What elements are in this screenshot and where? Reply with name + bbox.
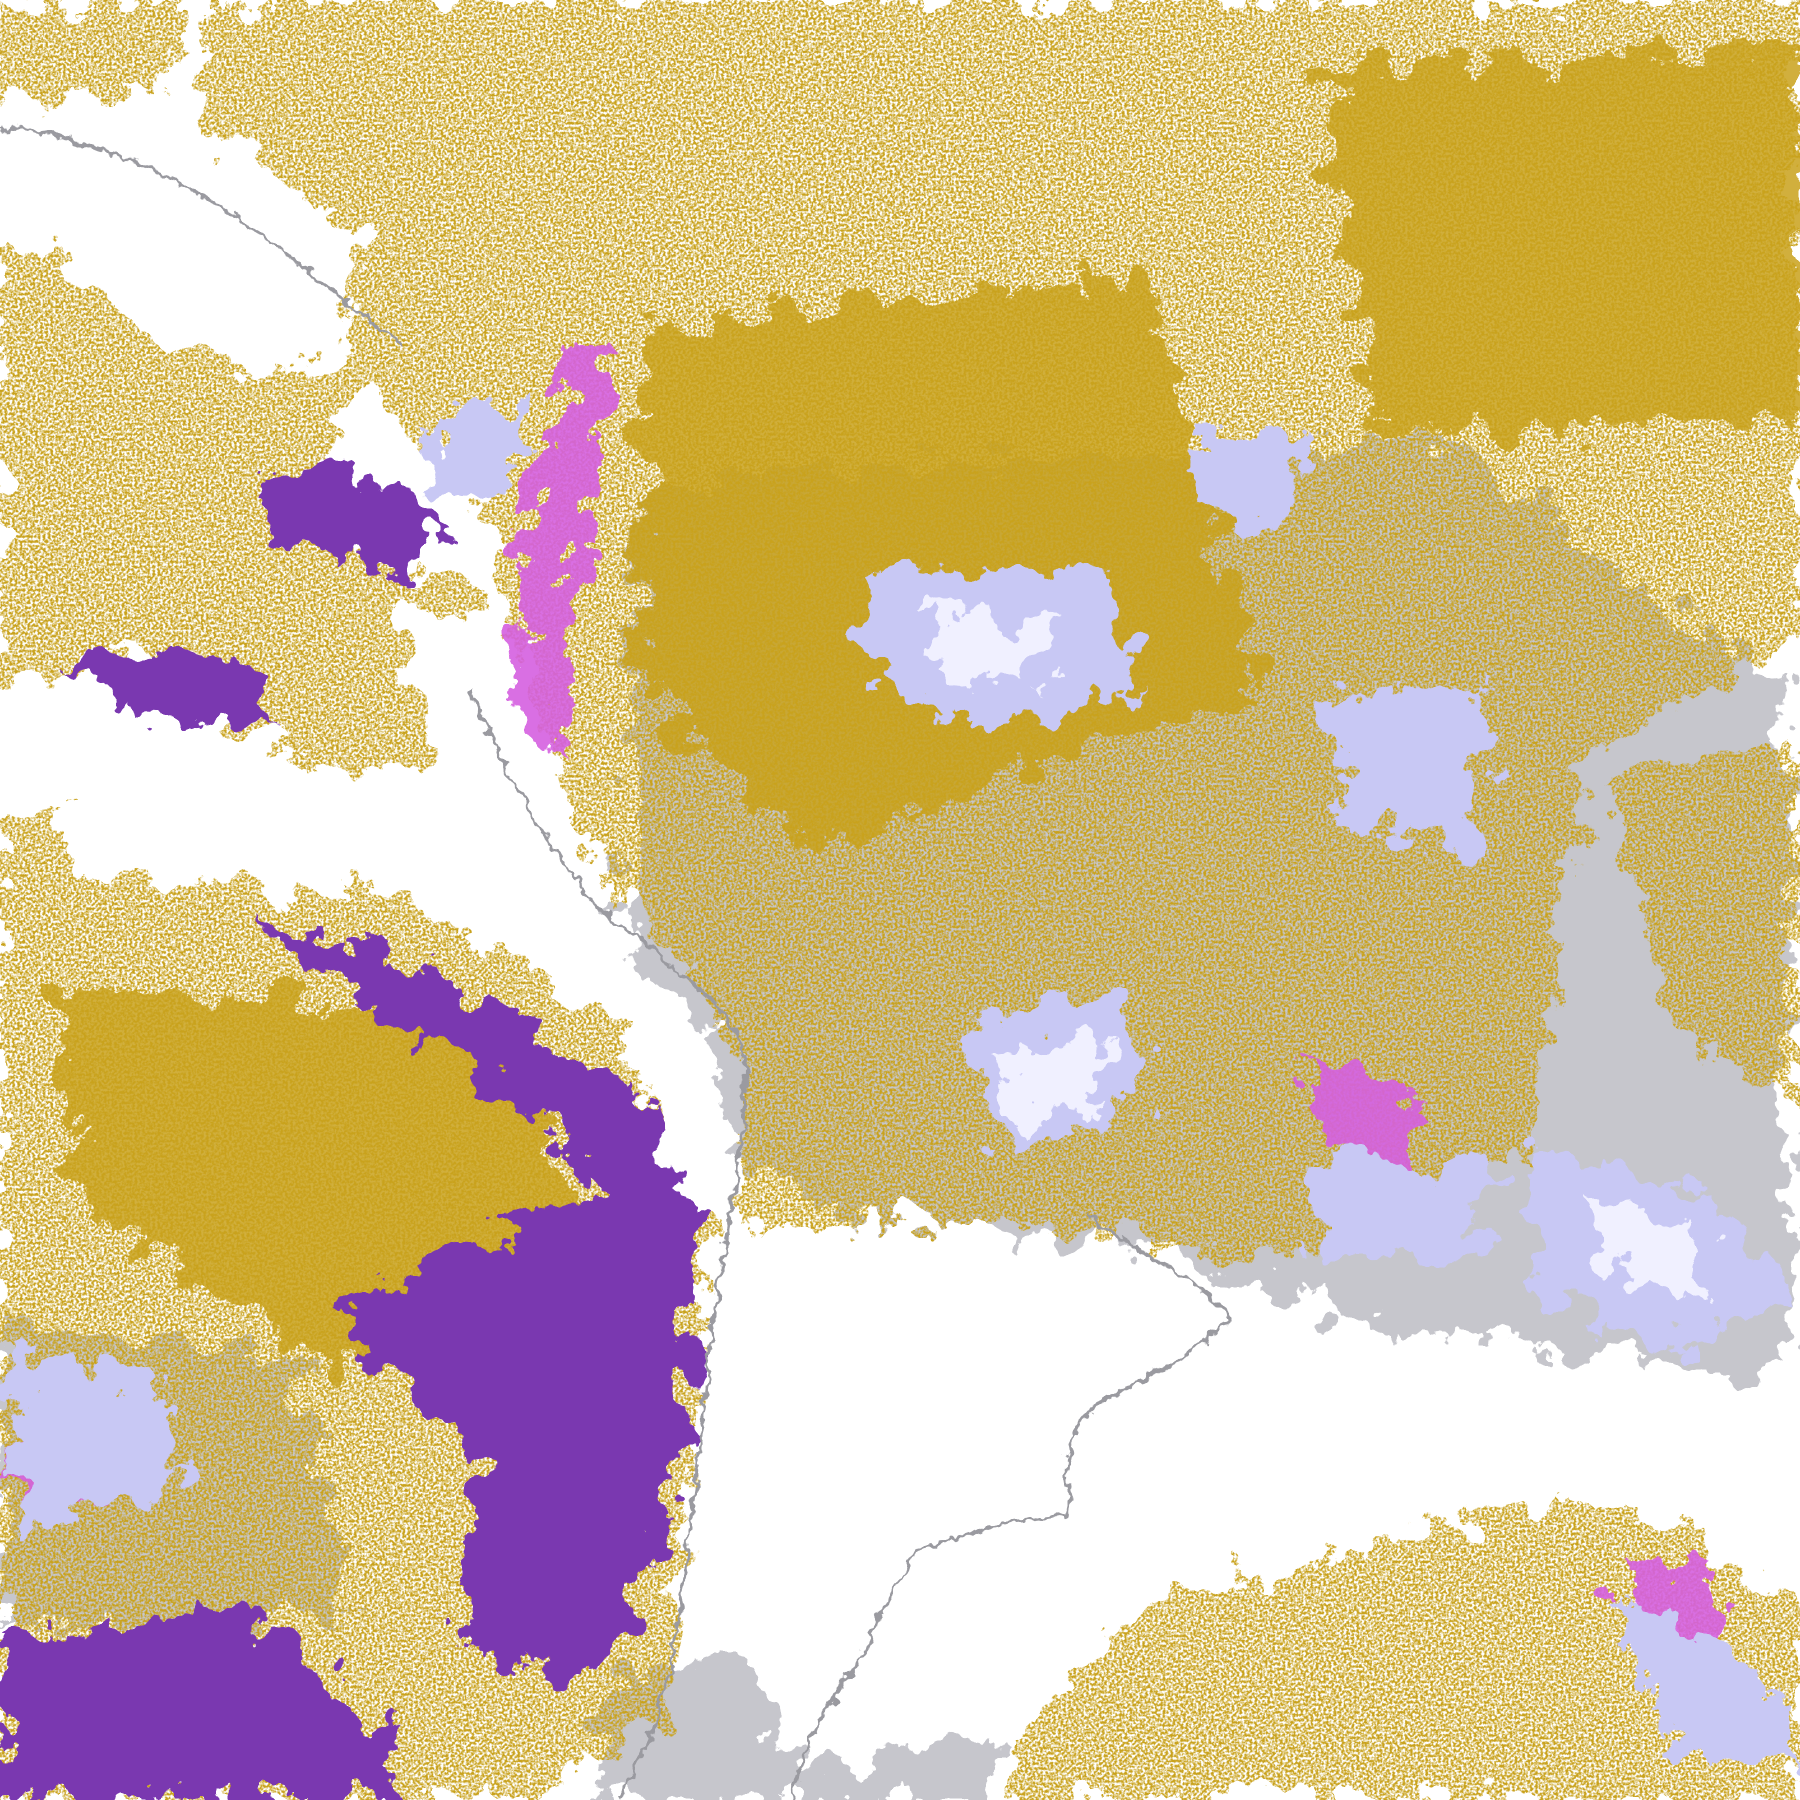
- lavender-cloud: [1193, 436, 1309, 529]
- clear-sky: [68, 734, 345, 896]
- gold-cloud: [1607, 734, 1800, 1103]
- clear-sky-layer: [0, 126, 1791, 1768]
- purple-cloud: [0, 1607, 402, 1800]
- clear-sky: [390, 596, 735, 1217]
- coastline: [0, 124, 403, 346]
- bright-cloud: [918, 608, 1057, 689]
- bright-cloud-layer: [918, 608, 1699, 1298]
- lavender-cloud: [1308, 1147, 1493, 1263]
- purple-cloud: [68, 654, 287, 735]
- clear-sky: [711, 1216, 1722, 1768]
- purple-cloud: [241, 929, 701, 1677]
- magenta-cloud: [1308, 1056, 1424, 1171]
- purple-cloud: [241, 459, 460, 574]
- gold-cloud: [0, 206, 483, 781]
- lavender-cloud: [11, 1354, 184, 1527]
- bright-cloud: [998, 1033, 1103, 1125]
- gold-cloud: [0, 0, 184, 104]
- coastline: [469, 688, 748, 1800]
- lavender-cloud: [424, 401, 529, 494]
- gold-core: [1320, 45, 1800, 437]
- gold-core: [642, 275, 1263, 850]
- clear-sky: [1205, 1354, 1791, 1493]
- clear-sky: [0, 126, 368, 379]
- lavender-cloud: [1320, 688, 1493, 850]
- bright-cloud: [1584, 1193, 1699, 1298]
- lavender-cloud: [1607, 1607, 1800, 1768]
- purple-cloud-layer: [0, 459, 701, 1800]
- coastline-layer: [0, 124, 1231, 1800]
- coastline: [790, 1215, 1231, 1800]
- magenta-cloud: [1618, 1538, 1722, 1654]
- magenta-cloud: [516, 344, 620, 758]
